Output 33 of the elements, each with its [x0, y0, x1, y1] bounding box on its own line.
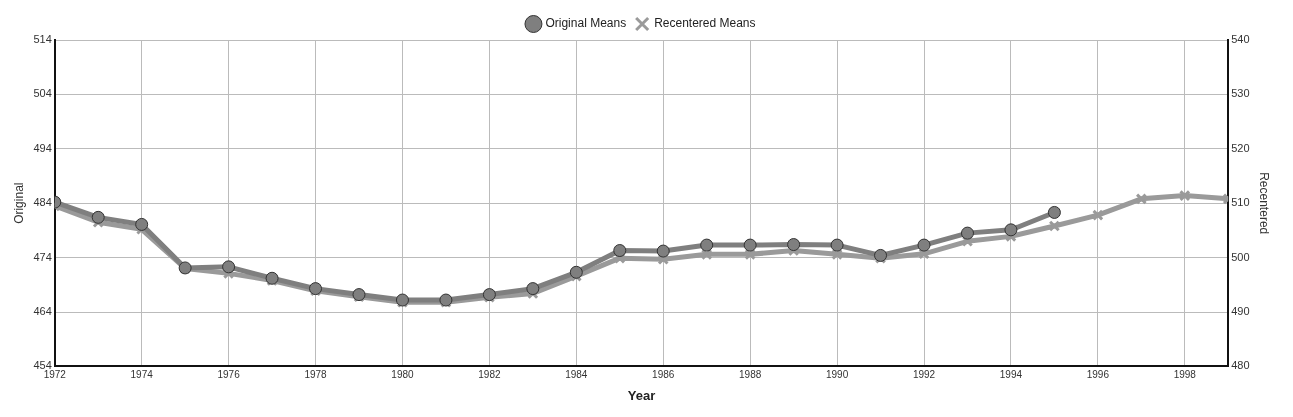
x-tick-label: 1996 [1086, 369, 1110, 381]
y-tick-label: 514 [33, 33, 52, 46]
x-tick-label: 1980 [391, 369, 415, 381]
y-axis-title: Original [11, 182, 26, 224]
x-tick-label: 1992 [912, 369, 936, 381]
y2-tick-label: 500 [1231, 250, 1250, 263]
y-tick-label: 464 [33, 305, 52, 318]
y-tick-label: 504 [33, 87, 52, 100]
x-tick-label: 1990 [825, 369, 849, 381]
y-tick-label: 454 [33, 359, 52, 372]
y-tick-label: 484 [33, 196, 52, 209]
y2-tick-label: 480 [1231, 359, 1250, 372]
x-tick-label: 1988 [739, 369, 762, 381]
x-tick-label: 1994 [999, 369, 1023, 381]
x-tick-label: 1982 [478, 369, 501, 381]
x-tick-label: 1972 [43, 369, 67, 381]
x-axis-title: Year [627, 387, 656, 403]
y2-tick-label: 490 [1231, 305, 1250, 318]
y2-tick-label: 540 [1231, 33, 1250, 46]
y2-axis-title: Recentered [1257, 172, 1272, 235]
legend-label: Recentered Means [654, 16, 756, 31]
x-tick-label: 1976 [217, 369, 241, 381]
y-tick-label: 474 [33, 250, 52, 263]
x-tick-label: 1978 [304, 369, 328, 381]
y2-tick-label: 510 [1231, 196, 1250, 209]
legend-label: Original Means [545, 16, 627, 31]
x-tick-label: 1986 [652, 369, 675, 381]
y-tick-label: 494 [33, 141, 52, 154]
y2-tick-label: 530 [1231, 87, 1250, 100]
x-tick-label: 1998 [1173, 369, 1197, 381]
x-tick-label: 1984 [565, 369, 588, 381]
y2-tick-label: 520 [1231, 141, 1250, 154]
x-tick-label: 1974 [130, 369, 154, 381]
